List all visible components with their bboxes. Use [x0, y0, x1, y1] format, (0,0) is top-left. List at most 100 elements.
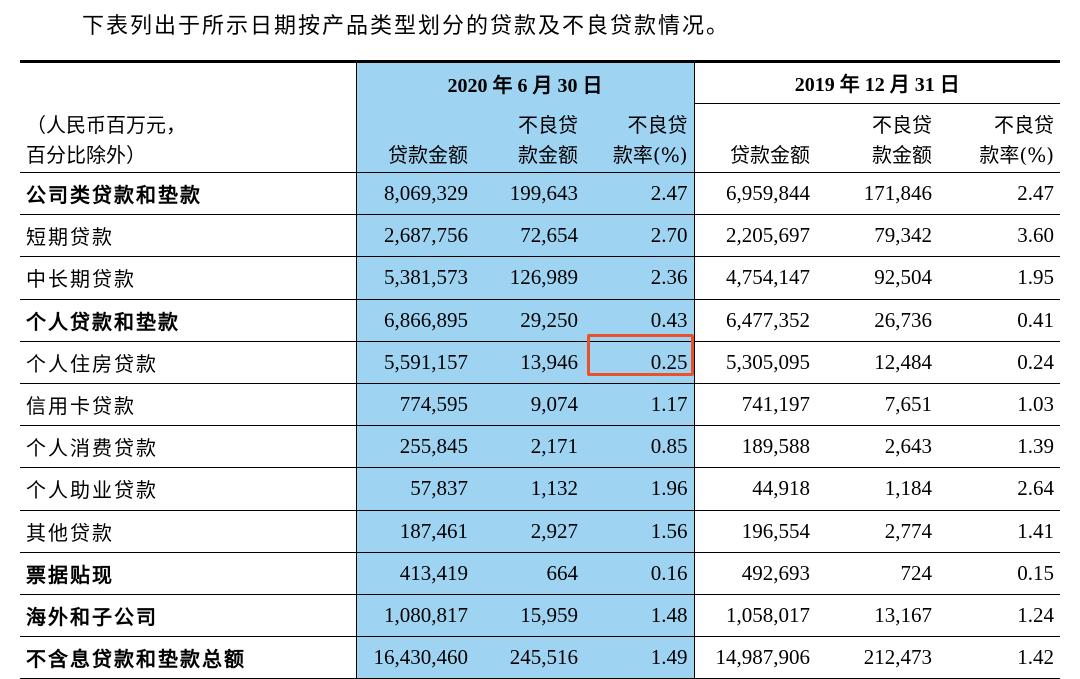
cell-loan-amount-2020: 5,591,157: [355, 341, 474, 384]
period-2020: 2020 年 6 月 30 日: [355, 60, 694, 104]
cell-npl-amount-2019: 212,473: [816, 636, 938, 679]
col-header-loan-amount-2019: 贷款金额: [693, 103, 816, 173]
cell-npl-amount-2020: 1,132: [474, 467, 584, 511]
cell-npl-amount-2019: 92,504: [816, 256, 938, 300]
header-blank: [20, 60, 356, 104]
cell-loan-amount-2019: 741,197: [693, 383, 816, 427]
table-row: 个人住房贷款 5,591,157 13,946 0.25 5,305,095 12,484…: [20, 341, 1061, 384]
cell-npl-amount-2020: 72,654: [474, 214, 584, 258]
loan-table-container: 2020 年 6 月 30 日 2019 年 12 月 31 日 （人民币百万元…: [20, 60, 1061, 679]
cell-npl-amount-2020: 245,516: [474, 636, 584, 679]
unit-note: （人民币百万元， 百分比除外）: [20, 103, 356, 173]
row-label: 短期贷款: [20, 214, 356, 258]
cell-npl-ratio-2020: 2.70: [584, 214, 694, 258]
cell-npl-ratio-2020: 0.85: [584, 425, 694, 469]
cell-loan-amount-2019: 14,987,906: [693, 636, 816, 679]
cell-loan-amount-2019: 2,205,697: [693, 214, 816, 258]
intro-text: 下表列出于所示日期按产品类型划分的贷款及不良贷款情况。: [82, 14, 731, 39]
table-row: 信用卡贷款 774,595 9,074 1.17 741,197 7,651 1.03: [20, 383, 1061, 427]
cell-npl-ratio-2019: 2.47: [938, 172, 1061, 216]
cell-loan-amount-2019: 196,554: [693, 510, 816, 553]
cell-loan-amount-2019: 492,693: [693, 552, 816, 595]
table-row: 个人助业贷款 57,837 1,132 1.96 44,918 1,184 2.64: [20, 467, 1061, 511]
cell-npl-amount-2020: 13,946: [474, 341, 584, 384]
cell-loan-amount-2019: 4,754,147: [693, 256, 816, 300]
cell-npl-ratio-2019: 2.64: [938, 467, 1061, 511]
cell-npl-ratio-2019: 1.39: [938, 425, 1061, 469]
cell-loan-amount-2020: 8,069,329: [355, 172, 474, 216]
cell-npl-amount-2019: 26,736: [816, 299, 938, 342]
cell-loan-amount-2019: 6,477,352: [693, 299, 816, 342]
cell-npl-ratio-2019: 0.15: [938, 552, 1061, 595]
period-2019: 2019 年 12 月 31 日: [693, 60, 1061, 104]
row-label: 票据贴现: [20, 552, 356, 595]
loan-table: 2020 年 6 月 30 日 2019 年 12 月 31 日 （人民币百万元…: [20, 60, 1061, 679]
col-header-npl-amount-2019: 不良贷 款金额: [816, 103, 938, 173]
table-body: 公司类贷款和垫款 8,069,329 199,643 2.47 6,959,844 171…: [20, 172, 1061, 679]
cell-loan-amount-2020: 774,595: [355, 383, 474, 427]
cell-npl-ratio-2019: 1.03: [938, 383, 1061, 427]
col-header-line2: 款率(%): [979, 143, 1055, 167]
col-header-npl-ratio-2019: 不良贷 款率(%): [938, 103, 1061, 173]
col-header-loan-amount-2020: 贷款金额: [355, 103, 474, 173]
cell-npl-amount-2020: 664: [474, 552, 584, 595]
cell-loan-amount-2019: 189,588: [693, 425, 816, 469]
table-row: 个人贷款和垫款 6,866,895 29,250 0.43 6,477,352 26,73…: [20, 299, 1061, 342]
cell-loan-amount-2020: 16,430,460: [355, 636, 474, 679]
period-header-row: 2020 年 6 月 30 日 2019 年 12 月 31 日: [20, 60, 1061, 104]
row-label: 信用卡贷款: [20, 383, 356, 427]
col-header-line2: 贷款金额: [730, 143, 810, 167]
table-row: 其他贷款 187,461 2,927 1.56 196,554 2,774 1.41: [20, 510, 1061, 553]
cell-loan-amount-2020: 6,866,895: [355, 299, 474, 342]
column-header-row: （人民币百万元， 百分比除外） 贷款金额 不良贷 款金额 不良贷 款率(%): [20, 103, 1061, 173]
cell-loan-amount-2020: 413,419: [355, 552, 474, 595]
table-row: 中长期贷款 5,381,573 126,989 2.36 4,754,147 92,504…: [20, 256, 1061, 300]
row-label: 个人住房贷款: [20, 341, 356, 384]
cell-loan-amount-2020: 255,845: [355, 425, 474, 469]
cell-loan-amount-2019: 44,918: [693, 467, 816, 511]
cell-npl-amount-2020: 2,171: [474, 425, 584, 469]
cell-npl-ratio-2020: 1.48: [584, 594, 694, 638]
cell-loan-amount-2020: 1,080,817: [355, 594, 474, 638]
row-label: 个人消费贷款: [20, 425, 356, 469]
cell-npl-ratio-2020: 1.96: [584, 467, 694, 511]
row-label: 海外和子公司: [20, 594, 356, 638]
cell-loan-amount-2020: 5,381,573: [355, 256, 474, 300]
cell-npl-amount-2020: 126,989: [474, 256, 584, 300]
cell-npl-amount-2020: 29,250: [474, 299, 584, 342]
table-row: 海外和子公司 1,080,817 15,959 1.48 1,058,017 13,167…: [20, 594, 1061, 638]
cell-npl-ratio-2019: 1.24: [938, 594, 1061, 638]
col-header-line1: 不良贷: [518, 113, 578, 137]
cell-loan-amount-2019: 5,305,095: [693, 341, 816, 384]
row-label: 其他贷款: [20, 510, 356, 553]
col-header-line2: 款金额: [872, 143, 932, 167]
col-header-line1: 不良贷: [994, 113, 1055, 137]
col-header-line1: 不良贷: [627, 113, 688, 137]
cell-npl-amount-2019: 1,184: [816, 467, 938, 511]
cell-loan-amount-2019: 1,058,017: [693, 594, 816, 638]
cell-npl-ratio-2020: 2.47: [584, 172, 694, 216]
col-header-npl-ratio-2020: 不良贷 款率(%): [584, 103, 694, 173]
cell-npl-amount-2020: 9,074: [474, 383, 584, 427]
cell-npl-ratio-2019: 1.95: [938, 256, 1061, 300]
cell-npl-ratio-2019: 3.60: [938, 214, 1061, 258]
cell-loan-amount-2020: 57,837: [355, 467, 474, 511]
cell-npl-ratio-2019: 1.42: [938, 636, 1061, 679]
cell-npl-ratio-2020: 1.56: [584, 510, 694, 553]
col-header-line2: 款率(%): [612, 143, 688, 167]
cell-npl-ratio-2020: 1.17: [584, 383, 694, 427]
col-header-line2: 贷款金额: [388, 143, 468, 167]
cell-npl-ratio-2019: 0.24: [938, 341, 1061, 384]
cell-npl-amount-2019: 79,342: [816, 214, 938, 258]
cell-loan-amount-2020: 2,687,756: [355, 214, 474, 258]
row-label: 中长期贷款: [20, 256, 356, 300]
table-row: 公司类贷款和垫款 8,069,329 199,643 2.47 6,959,844 171…: [20, 172, 1061, 216]
cell-npl-amount-2020: 199,643: [474, 172, 584, 216]
cell-npl-amount-2020: 15,959: [474, 594, 584, 638]
cell-npl-amount-2019: 12,484: [816, 341, 938, 384]
cell-npl-amount-2019: 171,846: [816, 172, 938, 216]
cell-npl-ratio-2020: 1.49: [584, 636, 694, 679]
table-row: 不含息贷款和垫款总额 16,430,460 245,516 1.49 14,987,90…: [20, 636, 1061, 679]
row-label: 个人贷款和垫款: [20, 299, 356, 342]
cell-npl-ratio-2020: 0.43: [584, 299, 694, 342]
